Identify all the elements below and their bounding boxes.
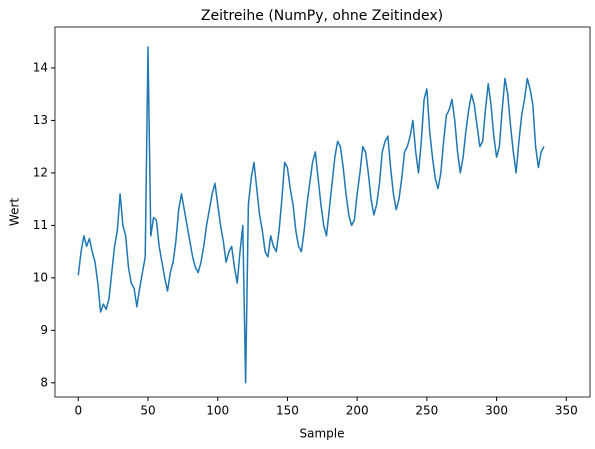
chart-title: Zeitreihe (NumPy, ohne Zeitindex) <box>201 8 443 24</box>
x-tick-label: 250 <box>415 404 438 418</box>
y-axis-label: Wert <box>8 198 22 226</box>
axes-frame <box>54 26 591 398</box>
x-tick-label: 0 <box>74 404 82 418</box>
x-tick-label: 200 <box>346 404 369 418</box>
line-series <box>77 46 545 384</box>
x-tick-label: 50 <box>140 404 155 418</box>
y-tick-label: 12 <box>33 165 48 179</box>
x-axis-label: Sample <box>300 427 345 441</box>
x-tick-label: 100 <box>206 404 229 418</box>
y-tick-label: 9 <box>40 323 48 337</box>
x-tick-label: 300 <box>485 404 508 418</box>
y-tick-label: 13 <box>33 113 48 127</box>
y-tick-label: 11 <box>33 218 48 232</box>
y-tick-label: 8 <box>40 375 48 389</box>
y-tick-label: 14 <box>33 60 48 74</box>
x-tick-label: 150 <box>276 404 299 418</box>
y-tick-label: 10 <box>33 270 48 284</box>
x-tick-label: 350 <box>555 404 578 418</box>
